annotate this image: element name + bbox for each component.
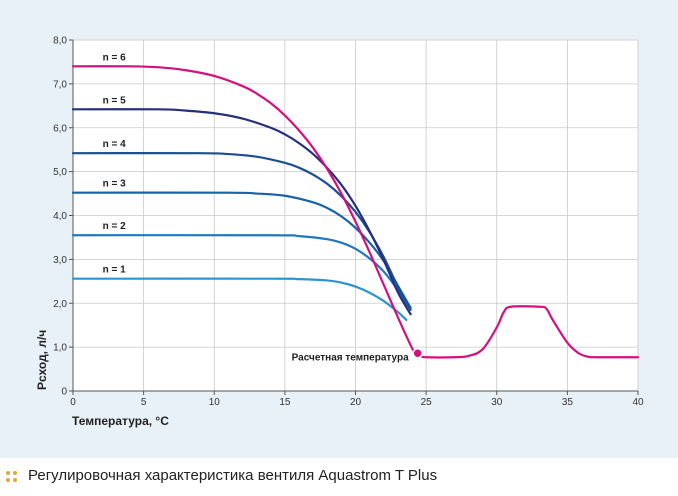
x-tick-label: 25 <box>421 397 433 408</box>
series-line-n1 <box>71 277 408 322</box>
x-tick-label: 40 <box>632 397 644 408</box>
series-label-n6: n = 6 <box>103 52 127 63</box>
x-tick-label: 15 <box>279 397 291 408</box>
x-tick-label: 5 <box>141 397 147 408</box>
x-tick-label: 30 <box>491 397 503 408</box>
flow-temperature-chart: 0 5 10 15 20 25 30 35 40 0 1,0 2,0 3,0 4,0 5,0 6,0 7,0 8,… <box>35 36 644 429</box>
design-temperature-marker <box>412 348 423 359</box>
series-line-n2 <box>71 234 411 309</box>
series-label-n4: n = 4 <box>103 139 127 150</box>
x-tick-label: 20 <box>350 397 362 408</box>
y-tick-label: 6,0 <box>53 123 67 134</box>
caption-bullet-icon <box>6 471 18 483</box>
x-tick-label: 0 <box>70 397 76 408</box>
y-tick-label: 4,0 <box>53 211 67 222</box>
series-line-n5 <box>71 108 412 316</box>
design-temperature-label: Расчетная температура <box>292 352 409 363</box>
series-label-n1: n = 1 <box>103 265 127 276</box>
y-tick-label: 0 <box>61 387 67 398</box>
series-layer <box>71 65 640 359</box>
y-tick-label: 2,0 <box>53 299 67 310</box>
grid-layer <box>72 39 639 392</box>
series-line-n6 <box>71 65 640 359</box>
y-axis-title: Рсход, л/ч <box>35 330 49 390</box>
caption-text: Регулировочная характеристика вентиля Aq… <box>28 467 438 484</box>
y-tick-label: 5,0 <box>53 167 67 178</box>
chart-panel: 0 5 10 15 20 25 30 35 40 0 1,0 2,0 3,0 4,0 5,0 6,0 7,0 8,… <box>0 0 678 458</box>
y-tick-label: 8,0 <box>53 36 67 47</box>
series-label-n2: n = 2 <box>103 221 127 232</box>
y-tick-label: 7,0 <box>53 79 67 90</box>
y-tick-label: 1,0 <box>53 343 67 354</box>
y-tick-label: 3,0 <box>53 255 67 266</box>
series-label-n3: n = 3 <box>103 179 127 190</box>
x-axis-title: Температура, °С <box>72 414 169 428</box>
x-tick-label: 10 <box>209 397 221 408</box>
figure-caption: Регулировочная характеристика вентиля Aq… <box>0 458 678 496</box>
axis-layer: 0 5 10 15 20 25 30 35 40 0 1,0 2,0 3,0 4,0 5,0 6,0 7,0 8,… <box>53 36 644 409</box>
x-tick-label: 35 <box>562 397 574 408</box>
series-label-n5: n = 5 <box>103 95 127 106</box>
label-layer: n = 1 n = 2 n = 3 n = 4 n = 5 n = 6 Расчетная … <box>103 52 423 363</box>
